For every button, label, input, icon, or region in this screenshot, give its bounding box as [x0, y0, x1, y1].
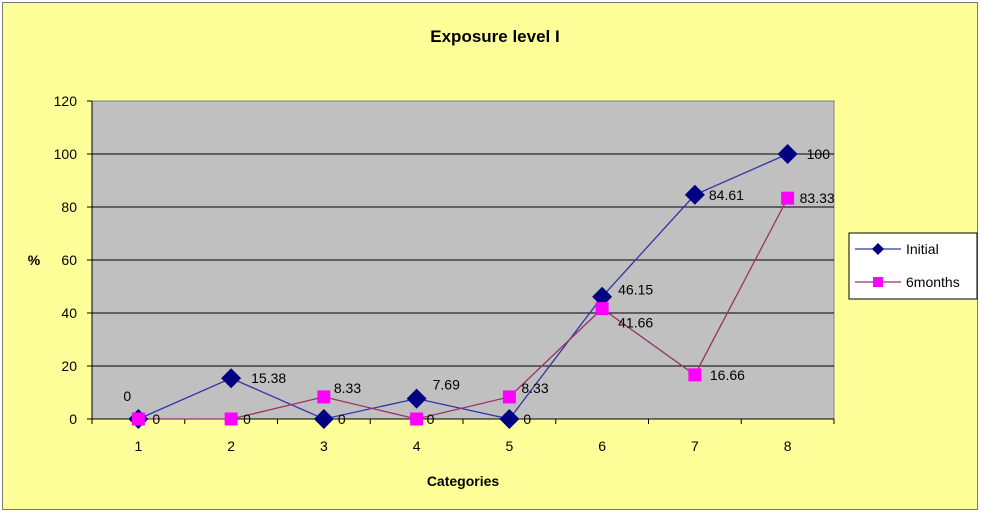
initial-data-label: 0 [123, 388, 131, 404]
6months-data-label: 0 [152, 411, 160, 427]
6months-data-label: 8.33 [334, 380, 361, 396]
x-axis-title: Categories [427, 473, 500, 489]
initial-point [313, 409, 334, 429]
initial-point [777, 144, 798, 164]
x-tick-label: 5 [505, 438, 513, 454]
series-line-initial [138, 153, 788, 420]
y-axis-title: % [28, 252, 41, 268]
initial-point [406, 388, 427, 409]
legend-marker-initial [872, 243, 884, 255]
6months-data-label: 8.33 [521, 380, 548, 396]
x-axis-ticks: 1 2 3 4 5 6 7 8 [91, 419, 835, 454]
legend: Initial 6months [848, 232, 978, 300]
6months-point [595, 302, 609, 316]
y-tick-label: 100 [54, 146, 78, 162]
y-tick-label: 20 [61, 358, 77, 374]
x-tick-label: 4 [413, 438, 421, 454]
x-tick-label: 7 [691, 438, 699, 454]
initial-data-label: 0 [523, 411, 531, 427]
6months-point [224, 412, 238, 426]
6months-point [688, 368, 702, 382]
6months-point [410, 412, 424, 426]
6months-point [781, 191, 795, 205]
6months-data-label: 41.66 [618, 315, 653, 331]
x-tick-label: 6 [598, 438, 606, 454]
x-tick-label: 2 [227, 438, 235, 454]
initial-data-label: 0 [338, 411, 346, 427]
y-axis-ticks: 0 20 40 60 80 100 120 [54, 93, 92, 427]
6months-data-label: 0 [243, 411, 251, 427]
y-tick-label: 40 [61, 305, 77, 321]
x-tick-label: 8 [784, 438, 792, 454]
6months-point [131, 412, 145, 426]
initial-point [592, 286, 613, 307]
6months-point [502, 390, 516, 404]
initial-point [499, 409, 520, 429]
series-line-6months [138, 197, 789, 420]
legend-box [848, 232, 978, 300]
initial-data-label: 46.15 [618, 282, 653, 298]
legend-label: 6months [906, 274, 960, 290]
6months-data-label: 0 [427, 411, 435, 427]
initial-point [684, 184, 705, 205]
y-tick-label: 120 [54, 93, 78, 109]
initial-data-label: 84.61 [709, 187, 744, 203]
initial-data-label: 7.69 [433, 377, 460, 393]
gridlines [92, 153, 834, 367]
x-tick-label: 1 [134, 438, 142, 454]
y-tick-label: 80 [61, 199, 77, 215]
6months-data-label: 83.33 [800, 190, 835, 206]
series-layer [128, 144, 798, 429]
y-tick-label: 0 [69, 411, 77, 427]
data-labels: 0 15.38 0 7.69 0 46.15 84.61 100 0 0 8.33 0 8.33 41.6… [123, 146, 834, 427]
chart-title: Exposure level I [430, 27, 559, 46]
6months-data-label: 16.66 [710, 367, 745, 383]
legend-label: Initial [906, 241, 939, 257]
legend-marker-6months [873, 277, 883, 287]
6months-point [317, 390, 331, 404]
y-tick-label: 60 [61, 252, 77, 268]
x-tick-label: 3 [320, 438, 328, 454]
initial-data-label: 100 [807, 146, 831, 162]
initial-data-label: 15.38 [251, 370, 286, 386]
initial-point [221, 368, 242, 389]
